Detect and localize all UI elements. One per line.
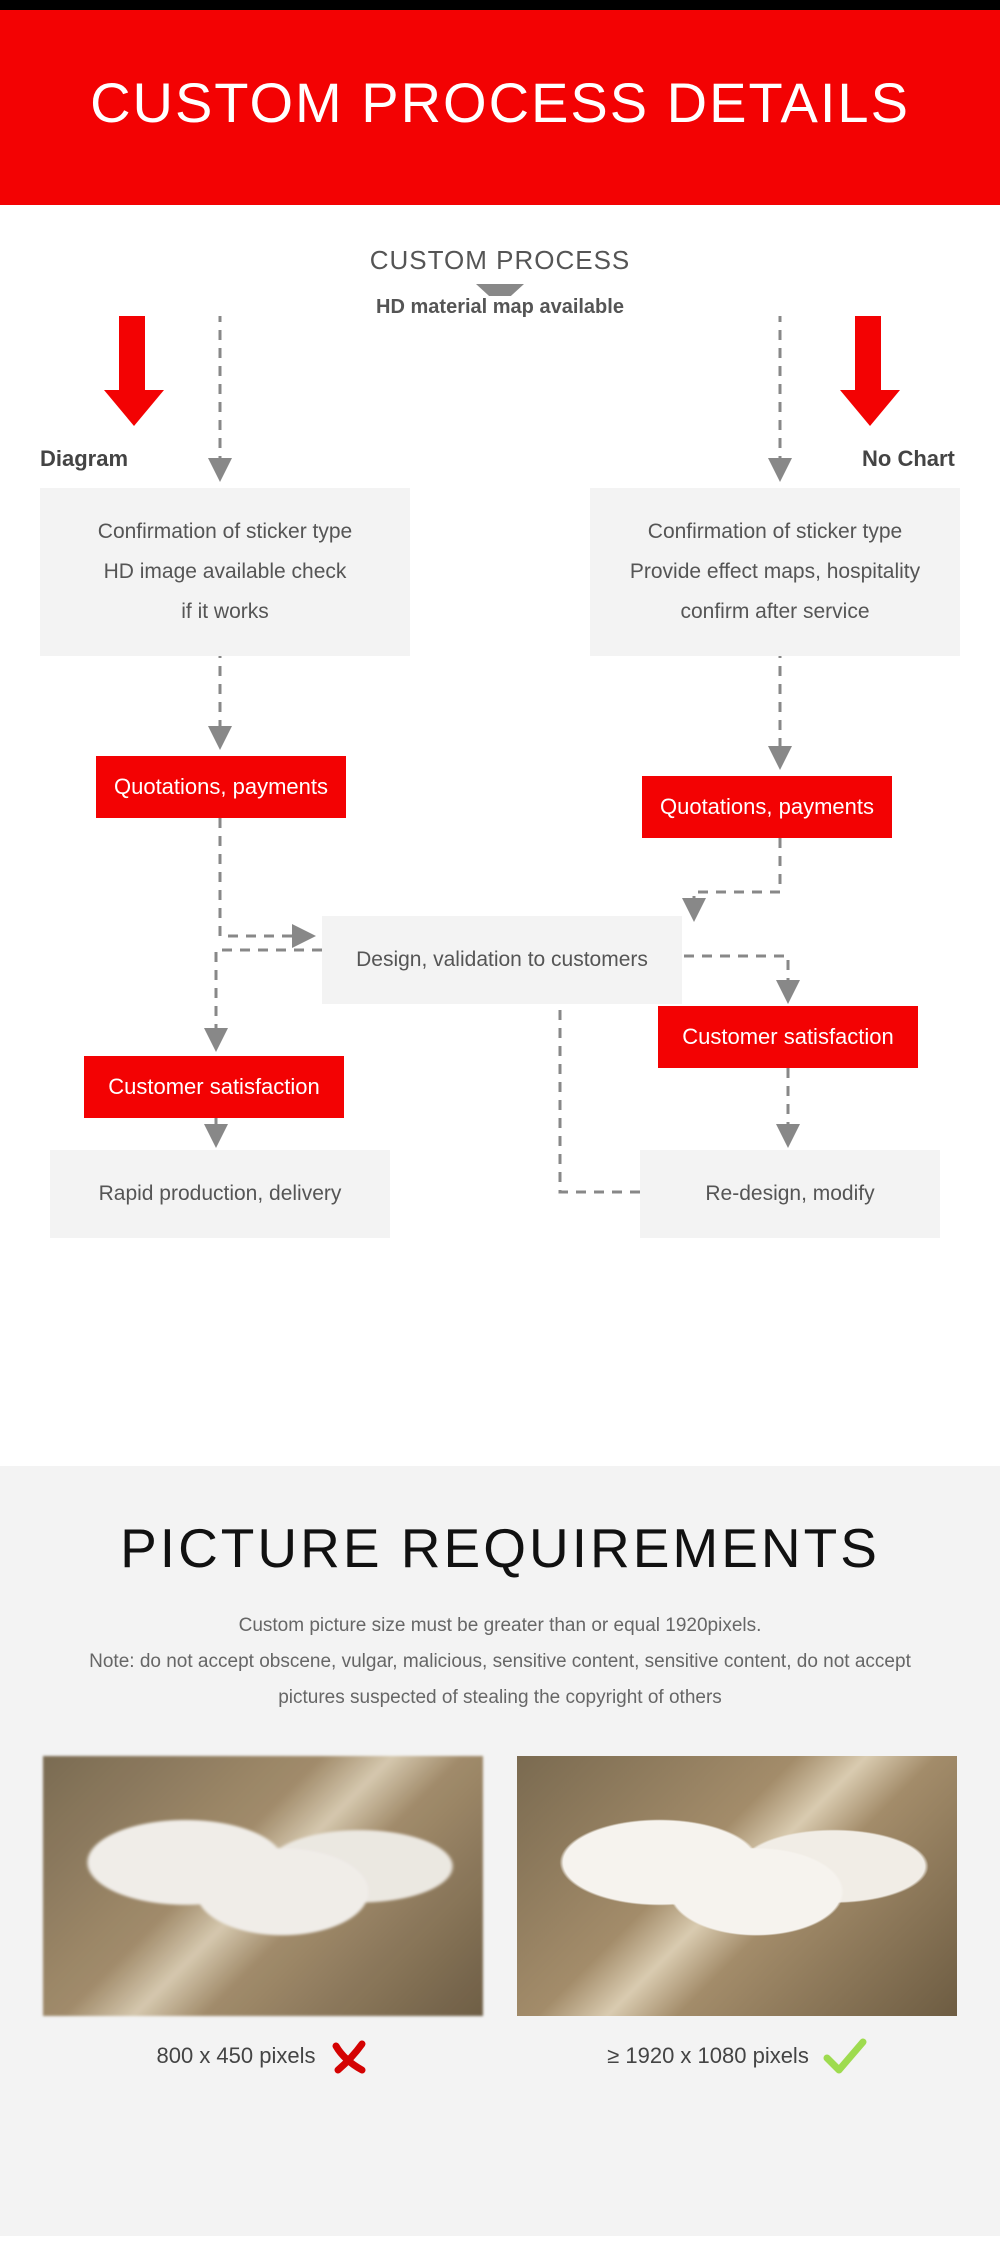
picture-examples-row: 800 x 450 pixels ≥ 1920 x 1080 pixels: [40, 1756, 960, 2076]
branch-label-nochart: No Chart: [862, 446, 955, 472]
flow-box-right-confirm: Confirmation of sticker typeProvide effe…: [590, 488, 960, 656]
flow-box-quote-left: Quotations, payments: [96, 756, 346, 818]
check-mark-icon: [823, 2036, 867, 2076]
picture-sub-line1: Custom picture size must be greater than…: [239, 1615, 762, 1636]
good-caption: ≥ 1920 x 1080 pixels: [607, 2043, 809, 2069]
sample-image-high-res: [517, 1756, 957, 2016]
header-banner: CUSTOM PROCESS DETAILS: [0, 10, 1000, 205]
flow-box-redesign: Re-design, modify: [640, 1150, 940, 1238]
process-title: CUSTOM PROCESS: [40, 245, 960, 276]
red-arrow-right-icon: [840, 316, 896, 426]
sample-image-low-res: [43, 1756, 483, 2016]
x-mark-icon: [330, 2036, 370, 2076]
hd-material-label: HD material map available: [368, 296, 632, 319]
picture-sub-line2: Note: do not accept obscene, vulgar, mal…: [89, 1651, 911, 1708]
picture-requirements-section: PICTURE REQUIREMENTS Custom picture size…: [0, 1466, 1000, 2236]
flow-box-design: Design, validation to customers: [322, 916, 682, 1004]
flow-box-cust-sat-right: Customer satisfaction: [658, 1006, 918, 1068]
flow-box-quote-right: Quotations, payments: [642, 776, 892, 838]
picture-example-bad: 800 x 450 pixels: [43, 1756, 483, 2076]
flow-canvas: HD material map available Diagram No Cha…: [40, 316, 960, 1396]
flow-box-left-confirm: Confirmation of sticker typeHD image ava…: [40, 488, 410, 656]
branch-label-diagram: Diagram: [40, 446, 128, 472]
picture-example-good: ≥ 1920 x 1080 pixels: [517, 1756, 957, 2076]
picture-heading: PICTURE REQUIREMENTS: [40, 1516, 960, 1580]
flow-box-rapid: Rapid production, delivery: [50, 1150, 390, 1238]
top-black-bar: [0, 0, 1000, 10]
process-section: CUSTOM PROCESS HD material map available…: [0, 205, 1000, 1466]
flow-box-cust-sat-left: Customer satisfaction: [84, 1056, 344, 1118]
header-title: CUSTOM PROCESS DETAILS: [90, 71, 910, 134]
bad-caption: 800 x 450 pixels: [157, 2043, 316, 2069]
red-arrow-left-icon: [104, 316, 160, 426]
picture-subtext: Custom picture size must be greater than…: [70, 1608, 930, 1716]
